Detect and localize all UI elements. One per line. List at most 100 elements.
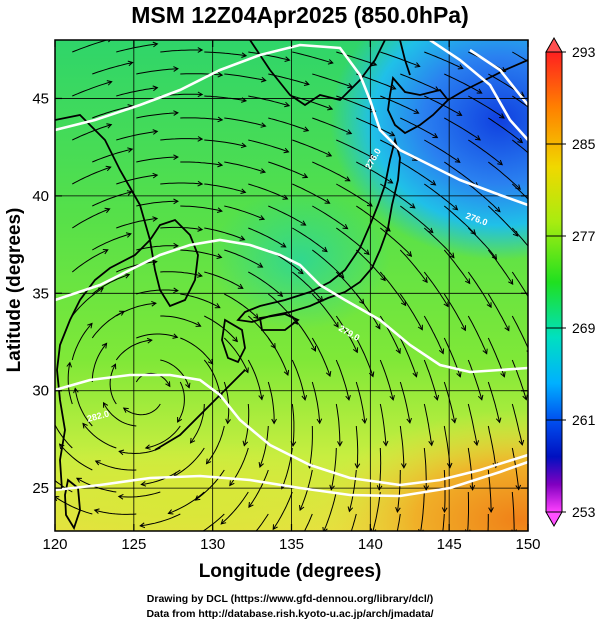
streamline: [177, 381, 185, 423]
streamline-arrow: [522, 394, 528, 401]
streamline: [442, 513, 445, 531]
streamline-arrow: [473, 440, 480, 447]
streamline-arrow: [406, 417, 412, 424]
streamline: [204, 315, 238, 342]
streamline-arrow: [438, 348, 445, 355]
streamline: [223, 337, 249, 373]
streamline: [272, 491, 293, 530]
streamline: [173, 447, 205, 477]
streamline-arrow: [488, 507, 494, 513]
streamline-arrow: [283, 369, 290, 376]
isotherms: [55, 40, 528, 498]
streamline-arrow: [152, 129, 159, 135]
streamline: [355, 337, 374, 377]
streamline: [140, 513, 181, 527]
streamline-arrow: [140, 481, 147, 487]
streamline: [487, 514, 489, 531]
streamline-arrow: [124, 273, 131, 279]
streamline-arrow: [284, 56, 291, 62]
streamline-arrow: [342, 223, 349, 230]
streamline-arrow: [324, 198, 331, 204]
streamline-arrow: [515, 484, 522, 491]
streamline: [355, 425, 359, 468]
streamline: [116, 218, 158, 229]
streamline: [92, 274, 130, 295]
colorbar-tick-label: 261: [572, 412, 596, 428]
streamline: [423, 359, 438, 401]
streamline-arrow: [122, 407, 129, 413]
streamline-arrow: [40, 466, 45, 471]
streamline-arrow: [237, 283, 244, 289]
streamline-arrow: [277, 291, 284, 297]
streamline-arrow: [342, 549, 346, 554]
streamline-arrow: [382, 440, 389, 447]
streamline: [224, 117, 266, 127]
streamline-arrow: [93, 508, 100, 514]
streamline-arrow: [345, 394, 351, 401]
streamline: [487, 381, 501, 423]
streamline-arrow: [537, 209, 542, 214]
streamline: [444, 73, 482, 94]
streamline: [420, 491, 425, 531]
streamline: [268, 117, 309, 132]
streamline: [511, 491, 515, 531]
streamline-arrow: [272, 524, 278, 531]
streamline-arrow: [87, 322, 93, 329]
streamline: [204, 227, 245, 241]
streamline-arrow: [376, 485, 383, 491]
streamline-arrow: [406, 251, 413, 257]
streamline: [71, 287, 104, 317]
streamline-arrow: [195, 321, 202, 327]
streamline: [330, 447, 337, 490]
streamline-arrow: [280, 242, 287, 248]
streamline-arrow: [389, 131, 396, 137]
streamline-arrow: [172, 333, 179, 339]
streamline: [204, 183, 246, 193]
streamline: [180, 117, 223, 121]
streamline: [292, 227, 328, 252]
streamline-arrow: [485, 551, 490, 556]
streamline-arrow: [454, 157, 461, 163]
streamline: [291, 403, 295, 446]
streamline: [91, 310, 125, 339]
streamline-arrow: [344, 176, 351, 182]
streamline-arrow: [283, 147, 290, 154]
streamline-arrow: [82, 422, 88, 429]
streamline-arrow: [217, 71, 224, 78]
streamline-arrow: [214, 303, 221, 309]
streamline-arrow: [477, 394, 484, 401]
streamline-arrow: [216, 253, 223, 259]
streamline: [103, 402, 137, 427]
streamline-arrow: [127, 60, 134, 67]
streamline: [224, 73, 266, 81]
streamline-arrow: [303, 126, 310, 132]
streamline: [323, 491, 337, 531]
streamline-arrow: [207, 358, 214, 365]
colorbar-tick-label: 269: [572, 320, 596, 336]
streamline-arrow: [185, 382, 191, 389]
streamline: [202, 513, 225, 531]
streamline: [292, 95, 333, 110]
streamline: [400, 73, 440, 92]
streamline-arrow: [290, 441, 297, 447]
streamline-arrow: [451, 417, 457, 424]
streamline: [123, 403, 161, 416]
streamline-arrow: [73, 387, 79, 394]
streamline: [312, 73, 353, 88]
streamline: [396, 470, 401, 512]
streamline-arrow: [66, 361, 72, 368]
streamline: [355, 293, 381, 329]
colorbar-tick-label: 285: [572, 136, 596, 152]
streamline-arrow: [500, 371, 506, 378]
streamline: [204, 271, 244, 289]
streamline: [136, 68, 178, 75]
streamline: [336, 139, 375, 159]
streamline-arrow: [240, 188, 247, 194]
streamline-arrow: [534, 255, 539, 260]
streamline: [248, 271, 283, 297]
streamline-arrow: [337, 441, 343, 447]
streamline: [92, 191, 132, 207]
streamline-arrow: [494, 206, 501, 213]
streamline: [72, 81, 112, 97]
streamline: [511, 359, 527, 400]
